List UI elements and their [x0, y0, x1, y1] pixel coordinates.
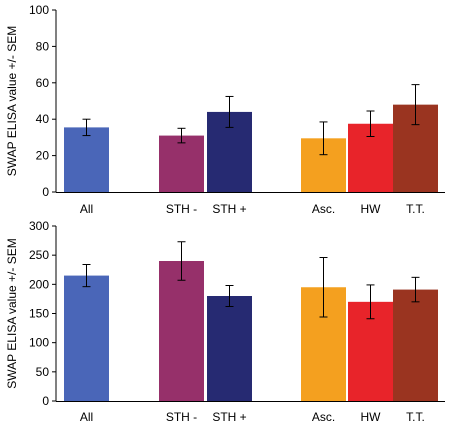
y-tick-label: 20	[36, 149, 50, 163]
category-label: T.T.	[406, 202, 425, 216]
category-label: HW	[361, 410, 382, 424]
error-bar	[225, 285, 234, 307]
category-label: Asc.	[312, 410, 335, 424]
error-bar	[319, 257, 328, 318]
bar	[159, 135, 204, 192]
error-bar	[411, 276, 420, 303]
category-label: STH -	[166, 202, 197, 216]
y-tick-label: 60	[36, 76, 50, 90]
bar	[207, 296, 252, 401]
bottom-bar-chart: 0 50 100 150 200 250 300 SWAP ELISA value +/- S…	[5, 219, 445, 424]
y-tick-label: 150	[29, 307, 49, 321]
bar	[393, 289, 438, 401]
top-bar-chart: 0 20 40 60 80 100 SWAP ELISA value +/- SEM All S…	[5, 3, 445, 216]
error-bar	[82, 118, 91, 137]
category-label: T.T.	[406, 410, 425, 424]
y-tick-label: 50	[36, 365, 50, 379]
error-bar	[225, 95, 234, 128]
error-bar	[366, 284, 375, 320]
y-axis-title: SWAP ELISA value +/- SEM	[5, 238, 19, 388]
category-label: All	[80, 410, 93, 424]
bar	[64, 275, 109, 401]
bar	[64, 127, 109, 192]
error-bar	[319, 121, 328, 156]
category-label: All	[80, 202, 93, 216]
y-tick-label: 100	[29, 3, 49, 17]
y-tick-label: 300	[29, 219, 49, 233]
y-tick-label: 80	[36, 39, 50, 53]
y-tick-label: 250	[29, 248, 49, 262]
y-tick-label: 100	[29, 336, 49, 350]
y-tick-label: 0	[42, 394, 49, 408]
y-tick-label: 40	[36, 112, 50, 126]
category-label: Asc.	[312, 202, 335, 216]
category-label: HW	[361, 202, 382, 216]
category-label: STH +	[212, 202, 246, 216]
error-bar	[366, 110, 375, 137]
category-label: STH +	[212, 410, 246, 424]
error-bar	[177, 127, 186, 144]
y-tick-label: 200	[29, 277, 49, 291]
y-tick-label: 0	[42, 185, 49, 199]
bar	[159, 261, 204, 401]
error-bar	[411, 84, 420, 126]
error-bar	[177, 241, 186, 281]
category-label: STH -	[166, 410, 197, 424]
error-bar	[82, 264, 91, 288]
y-axis-title: SWAP ELISA value +/- SEM	[5, 26, 19, 176]
